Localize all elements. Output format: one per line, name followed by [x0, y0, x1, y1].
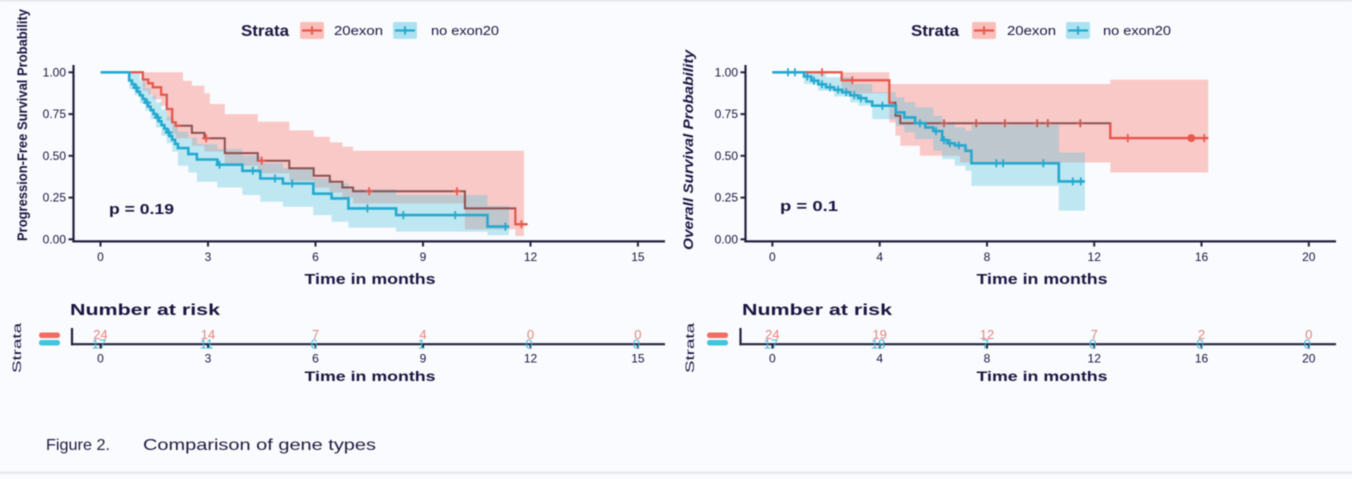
svg-text:7: 7: [1091, 327, 1098, 342]
svg-text:6: 6: [312, 352, 319, 366]
svg-text:12: 12: [1088, 250, 1102, 264]
svg-text:Number at risk: Number at risk: [70, 302, 221, 319]
svg-text:16: 16: [1195, 352, 1209, 366]
svg-text:Comparison of gene types: Comparison of gene types: [143, 437, 376, 454]
svg-text:Strata: Strata: [241, 23, 289, 40]
svg-text:7: 7: [312, 327, 319, 342]
svg-text:Figure 2.: Figure 2.: [46, 437, 110, 454]
svg-text:Time in months: Time in months: [305, 272, 436, 288]
svg-text:18: 18: [871, 337, 885, 352]
svg-text:15: 15: [631, 352, 645, 366]
svg-text:0: 0: [1196, 337, 1203, 352]
svg-text:17: 17: [764, 337, 778, 352]
svg-text:6: 6: [312, 250, 319, 264]
svg-text:14: 14: [201, 327, 215, 342]
svg-text:11: 11: [200, 337, 214, 352]
svg-text:7: 7: [982, 337, 989, 352]
svg-text:0: 0: [525, 337, 532, 352]
svg-text:20: 20: [1302, 352, 1316, 366]
svg-text:no exon20: no exon20: [431, 23, 499, 38]
svg-text:0.50: 0.50: [43, 149, 67, 163]
svg-text:Overall Survival Probability: Overall Survival Probability: [680, 49, 696, 250]
svg-text:0.75: 0.75: [715, 107, 739, 121]
svg-text:1.00: 1.00: [715, 65, 739, 79]
svg-text:24: 24: [765, 327, 779, 342]
svg-text:0.00: 0.00: [715, 232, 739, 246]
svg-text:0: 0: [97, 250, 104, 264]
svg-text:8: 8: [984, 250, 991, 264]
svg-text:17: 17: [92, 337, 106, 352]
svg-text:0: 0: [527, 327, 534, 342]
svg-text:0.25: 0.25: [43, 191, 67, 205]
svg-text:16: 16: [1195, 250, 1209, 264]
svg-text:Time in months: Time in months: [305, 368, 436, 384]
svg-text:4: 4: [419, 327, 426, 342]
svg-text:20: 20: [1302, 250, 1316, 264]
svg-text:0: 0: [633, 337, 640, 352]
svg-text:0.75: 0.75: [43, 107, 67, 121]
svg-text:20exon: 20exon: [1007, 23, 1056, 38]
svg-text:12: 12: [980, 327, 994, 342]
svg-text:19: 19: [872, 327, 886, 342]
svg-text:Strata: Strata: [911, 23, 959, 40]
svg-text:1: 1: [418, 337, 425, 352]
svg-text:12: 12: [524, 352, 538, 366]
svg-text:0.25: 0.25: [715, 191, 739, 205]
svg-text:0: 0: [769, 250, 776, 264]
svg-text:9: 9: [420, 352, 427, 366]
svg-text:Time in months: Time in months: [977, 272, 1108, 288]
svg-text:0: 0: [1305, 327, 1312, 342]
svg-text:Strata: Strata: [12, 322, 24, 373]
svg-text:no exon20: no exon20: [1103, 23, 1171, 38]
svg-text:1.00: 1.00: [43, 65, 67, 79]
svg-text:0: 0: [1304, 337, 1311, 352]
svg-text:12: 12: [1088, 352, 1102, 366]
svg-text:8: 8: [984, 352, 991, 366]
svg-text:0: 0: [769, 352, 776, 366]
svg-text:0: 0: [634, 327, 641, 342]
svg-text:Progression-Free Survival Prob: Progression-Free Survival Probability: [15, 9, 30, 241]
svg-text:0.50: 0.50: [715, 149, 739, 163]
svg-text:9: 9: [420, 250, 427, 264]
svg-text:2: 2: [1198, 327, 1205, 342]
svg-text:24: 24: [93, 327, 107, 342]
svg-text:p = 0.19: p = 0.19: [109, 202, 174, 218]
svg-text:4: 4: [876, 352, 883, 366]
svg-text:Strata: Strata: [685, 322, 697, 373]
svg-text:3: 3: [205, 250, 212, 264]
svg-text:0.00: 0.00: [43, 232, 67, 246]
svg-text:3: 3: [205, 352, 212, 366]
svg-text:6: 6: [310, 337, 317, 352]
svg-text:p = 0.1: p = 0.1: [780, 199, 838, 215]
svg-text:20exon: 20exon: [334, 23, 383, 38]
svg-text:Number at risk: Number at risk: [742, 302, 893, 319]
svg-text:15: 15: [631, 250, 645, 264]
svg-text:4: 4: [876, 250, 883, 264]
svg-text:0: 0: [1089, 337, 1096, 352]
svg-text:0: 0: [97, 352, 104, 366]
svg-text:12: 12: [524, 250, 538, 264]
svg-text:Time in months: Time in months: [977, 368, 1108, 384]
